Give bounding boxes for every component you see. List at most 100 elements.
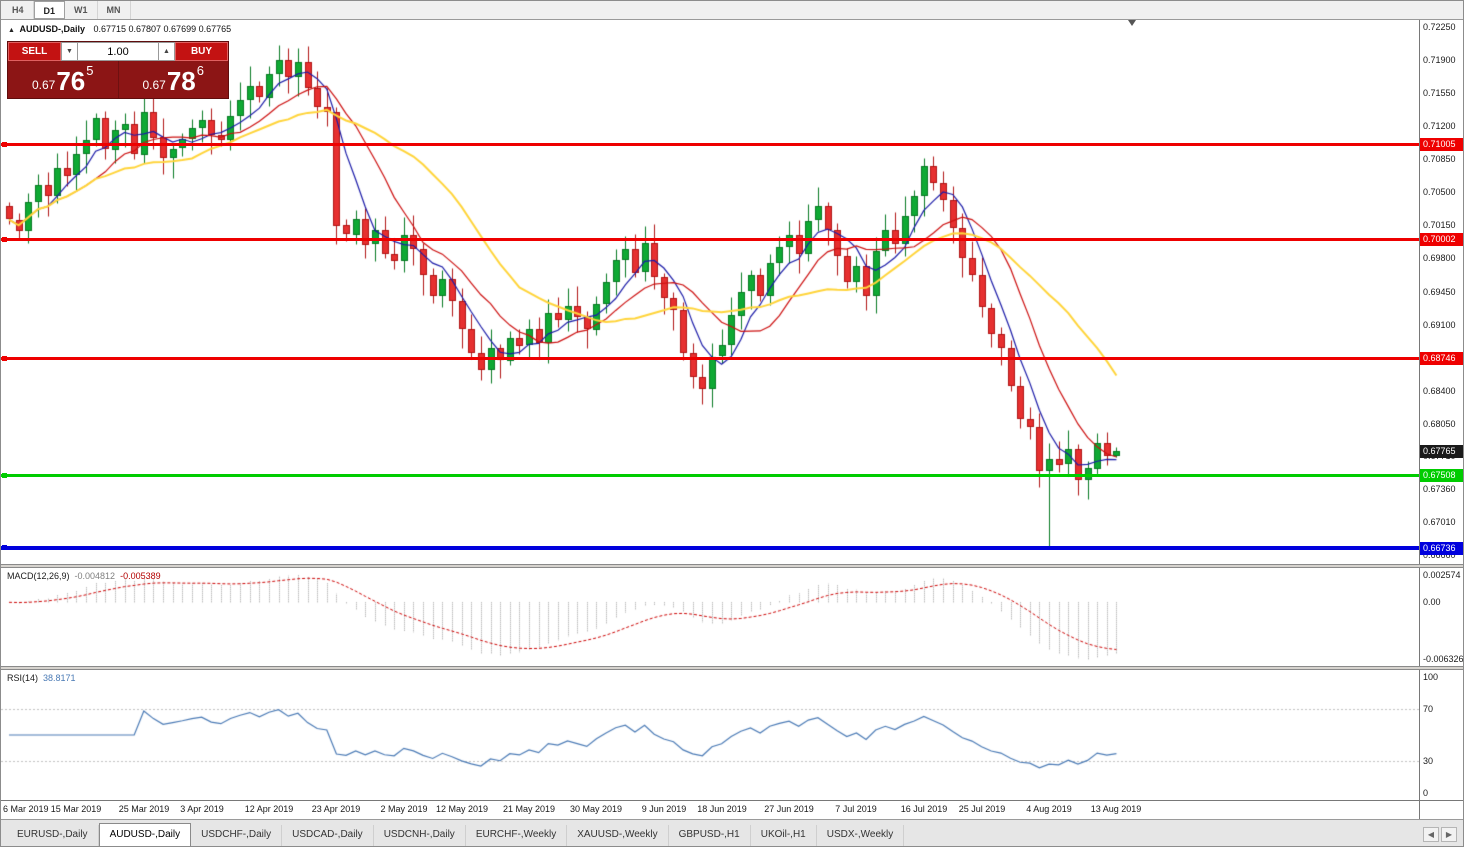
price-chart-plot[interactable]: ▲ AUDUSD-,Daily 0.67715 0.67807 0.67699 … <box>1 20 1419 564</box>
panel-splitter[interactable] <box>1 564 1463 568</box>
date-label: 18 Jun 2019 <box>697 804 747 814</box>
chart-tab-usdcad-daily[interactable]: USDCAD-,Daily <box>282 825 374 846</box>
rsi-canvas[interactable] <box>1 670 1419 800</box>
resistance-price-flag: 0.68746 <box>1420 352 1463 365</box>
resistance-price-flag: 0.71005 <box>1420 138 1463 151</box>
price-tick-label: 0.69100 <box>1423 320 1456 330</box>
date-label: 16 Jul 2019 <box>900 804 948 814</box>
price-tick-label: 0.71200 <box>1423 121 1456 131</box>
date-label: 4 Aug 2019 <box>1026 804 1072 814</box>
buy-price[interactable]: 0.67 78 6 <box>119 61 229 98</box>
support-line[interactable] <box>1 472 1419 478</box>
macd-axis-zero: 0.00 <box>1423 597 1441 607</box>
volume-decrease-button[interactable]: ▼ <box>61 42 78 61</box>
macd-main-value: -0.004812 <box>74 571 116 581</box>
timeframe-button-mn[interactable]: MN <box>98 1 131 19</box>
resistance-line[interactable] <box>1 355 1419 361</box>
date-label: 6 Mar 2019 <box>3 804 49 814</box>
panel-splitter[interactable] <box>1 666 1463 670</box>
price-tick-label: 0.71900 <box>1423 55 1456 65</box>
rsi-axis-70: 70 <box>1423 704 1434 714</box>
macd-plot[interactable]: MACD(12,26,9) -0.004812 -0.005389 <box>1 568 1419 666</box>
line-handle[interactable] <box>2 141 7 147</box>
buy-price-pip: 6 <box>196 63 204 78</box>
chart-tab-ukoil-h1[interactable]: UKOil-,H1 <box>751 825 817 846</box>
timeframe-toolbar: H4 D1 W1 MN <box>1 1 1463 20</box>
macd-axis-max: 0.002574 <box>1423 570 1461 580</box>
rsi-plot[interactable]: RSI(14) 38.8171 <box>1 670 1419 800</box>
sell-price-big: 76 <box>56 66 86 96</box>
volume-input[interactable] <box>78 42 158 61</box>
line-handle[interactable] <box>2 472 7 478</box>
price-tick-label: 0.70150 <box>1423 220 1456 230</box>
chart-tab-xauusd-weekly[interactable]: XAUUSD-,Weekly <box>567 825 669 846</box>
resistance-line[interactable] <box>1 141 1419 147</box>
price-tick-label: 0.67360 <box>1423 484 1456 494</box>
chart-tab-usdcnh-daily[interactable]: USDCNH-,Daily <box>374 825 466 846</box>
macd-canvas[interactable] <box>1 568 1419 666</box>
date-label: 15 Mar 2019 <box>50 804 102 814</box>
timeframe-button-w1[interactable]: W1 <box>65 1 98 19</box>
price-tick-label: 0.68050 <box>1423 419 1456 429</box>
buy-price-prefix: 0.67 <box>142 78 166 92</box>
date-label: 2 May 2019 <box>380 804 428 814</box>
tab-scroll-arrows: ◀ ▶ <box>1421 827 1463 846</box>
price-tick-label: 0.68400 <box>1423 386 1456 396</box>
timeframe-button-d1[interactable]: D1 <box>33 1 66 19</box>
current-price-flag: 0.67765 <box>1420 445 1463 458</box>
sell-price-pip: 5 <box>86 63 94 78</box>
timeframe-button-h4[interactable]: H4 <box>3 1 34 19</box>
price-tick-label: 0.70850 <box>1423 154 1456 164</box>
macd-signal-value: -0.005389 <box>120 571 161 581</box>
line-handle[interactable] <box>2 355 7 361</box>
chart-title: ▲ AUDUSD-,Daily 0.67715 0.67807 0.67699 … <box>8 24 231 34</box>
price-tick-label: 0.66660 <box>1423 550 1456 560</box>
price-tick-label: 0.71550 <box>1423 88 1456 98</box>
support-line[interactable] <box>1 545 1419 550</box>
chart-tab-audusd-daily[interactable]: AUDUSD-,Daily <box>98 823 192 846</box>
date-label: 9 Jun 2019 <box>641 804 687 814</box>
line-handle[interactable] <box>2 236 7 242</box>
sell-button[interactable]: SELL <box>8 42 61 61</box>
chart-tab-eurchf-weekly[interactable]: EURCHF-,Weekly <box>466 825 568 846</box>
buy-button[interactable]: BUY <box>175 42 228 61</box>
sell-price-prefix: 0.67 <box>31 78 56 92</box>
date-label: 27 Jun 2019 <box>764 804 814 814</box>
price-tick-label: 0.67010 <box>1423 517 1456 527</box>
rsi-axis-0: 0 <box>1423 788 1429 798</box>
tab-scroll-right-icon[interactable]: ▶ <box>1441 827 1457 842</box>
date-label: 13 Aug 2019 <box>1090 804 1142 814</box>
sell-price[interactable]: 0.67 76 5 <box>8 61 119 98</box>
chart-tab-eurusd-daily[interactable]: EURUSD-,Daily <box>7 825 99 846</box>
date-label: 21 May 2019 <box>502 804 556 814</box>
macd-axis-min: -0.006326 <box>1423 654 1463 664</box>
time-axis-labels: 6 Mar 2019 15 Mar 2019 25 Mar 2019 3 Apr 20… <box>1 801 1419 819</box>
resistance-price-flag: 0.70002 <box>1420 233 1463 246</box>
chart-shift-marker[interactable] <box>1128 20 1136 26</box>
price-tick-label: 0.69800 <box>1423 253 1456 263</box>
date-label: 25 Jul 2019 <box>958 804 1006 814</box>
chart-symbol-icon: ▲ <box>8 27 15 34</box>
volume-increase-button[interactable]: ▲ <box>158 42 175 61</box>
price-tick-label: 0.72250 <box>1423 22 1456 32</box>
chart-tab-usdchf-daily[interactable]: USDCHF-,Daily <box>191 825 283 846</box>
time-axis-corner <box>1419 801 1463 819</box>
date-label: 30 May 2019 <box>569 804 623 814</box>
chart-tab-gbpusd-h1[interactable]: GBPUSD-,H1 <box>669 825 751 846</box>
date-label: 3 Apr 2019 <box>180 804 224 814</box>
date-label: 7 Jul 2019 <box>835 804 877 814</box>
buy-price-big: 78 <box>166 66 196 96</box>
chart-tab-bar: EURUSD-,Daily AUDUSD-,Daily USDCHF-,Daily U… <box>1 819 1463 846</box>
chart-tab-usdx-weekly[interactable]: USDX-,Weekly <box>817 825 905 846</box>
line-handle[interactable] <box>2 545 7 550</box>
tab-scroll-left-icon[interactable]: ◀ <box>1423 827 1439 842</box>
date-label: 12 May 2019 <box>435 804 489 814</box>
price-axis: 0.72250 0.71900 0.71550 0.71200 0.70850 0.705… <box>1419 20 1463 564</box>
rsi-axis: 100 70 30 0 <box>1419 670 1463 800</box>
candlestick-canvas[interactable] <box>1 20 1419 564</box>
chart-ohlc-values: 0.67715 0.67807 0.67699 0.67765 <box>93 24 232 34</box>
resistance-line[interactable] <box>1 236 1419 242</box>
rsi-axis-30: 30 <box>1423 756 1434 766</box>
